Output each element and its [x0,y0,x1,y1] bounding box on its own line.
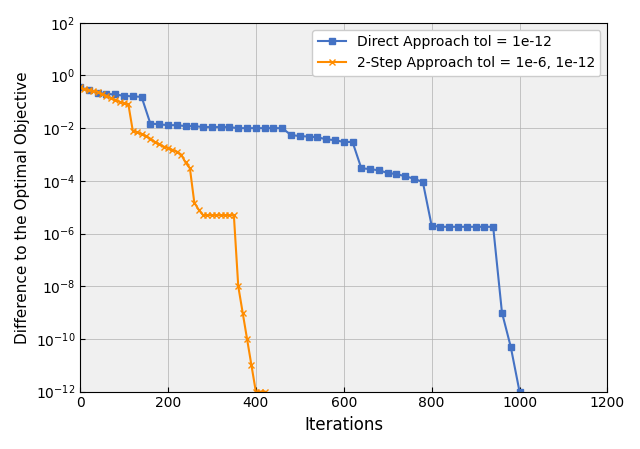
2-Step Approach tol = 1e-6, 1e-12 [186,166,194,171]
2-Step Approach tol = 1e-6, 1e-12 [234,283,242,289]
2-Step Approach tol = 1e-6, 1e-12 [243,336,251,342]
X-axis label: Iterations: Iterations [304,416,383,434]
2-Step Approach tol = 1e-6, 1e-12 [142,133,150,139]
2-Step Approach tol = 1e-6, 1e-12 [129,128,136,133]
Y-axis label: Difference to the Optimal Objective: Difference to the Optimal Objective [15,71,30,343]
2-Step Approach tol = 1e-6, 1e-12 [156,141,163,147]
2-Step Approach tol = 1e-6, 1e-12 [107,95,115,101]
2-Step Approach tol = 1e-6, 1e-12 [138,131,145,136]
2-Step Approach tol = 1e-6, 1e-12 [252,389,260,394]
Direct Approach tol = 1e-12 [76,85,84,90]
Direct Approach tol = 1e-12 [173,123,180,128]
2-Step Approach tol = 1e-6, 1e-12 [120,100,128,106]
2-Step Approach tol = 1e-6, 1e-12 [195,207,202,212]
2-Step Approach tol = 1e-6, 1e-12 [116,99,124,105]
2-Step Approach tol = 1e-6, 1e-12 [85,88,93,93]
2-Step Approach tol = 1e-6, 1e-12 [208,212,216,218]
2-Step Approach tol = 1e-6, 1e-12 [147,136,154,141]
2-Step Approach tol = 1e-6, 1e-12 [125,101,132,107]
2-Step Approach tol = 1e-6, 1e-12 [260,389,268,394]
2-Step Approach tol = 1e-6, 1e-12 [217,212,225,218]
2-Step Approach tol = 1e-6, 1e-12 [151,139,159,145]
2-Step Approach tol = 1e-6, 1e-12 [239,310,246,315]
2-Step Approach tol = 1e-6, 1e-12 [230,212,237,218]
2-Step Approach tol = 1e-6, 1e-12 [177,152,185,157]
Direct Approach tol = 1e-12 [507,344,515,349]
2-Step Approach tol = 1e-6, 1e-12 [226,212,234,218]
2-Step Approach tol = 1e-6, 1e-12 [102,93,110,98]
2-Step Approach tol = 1e-6, 1e-12 [94,89,102,94]
2-Step Approach tol = 1e-6, 1e-12 [164,145,172,150]
Direct Approach tol = 1e-12 [392,172,400,177]
2-Step Approach tol = 1e-6, 1e-12 [133,130,141,135]
2-Step Approach tol = 1e-6, 1e-12 [257,389,264,394]
2-Step Approach tol = 1e-6, 1e-12 [212,212,220,218]
2-Step Approach tol = 1e-6, 1e-12 [160,144,168,149]
2-Step Approach tol = 1e-6, 1e-12 [191,200,198,205]
Line: Direct Approach tol = 1e-12: Direct Approach tol = 1e-12 [77,84,523,395]
Direct Approach tol = 1e-12 [217,124,225,130]
2-Step Approach tol = 1e-6, 1e-12 [111,97,119,102]
2-Step Approach tol = 1e-6, 1e-12 [76,85,84,90]
2-Step Approach tol = 1e-6, 1e-12 [248,362,255,368]
2-Step Approach tol = 1e-6, 1e-12 [182,160,189,165]
2-Step Approach tol = 1e-6, 1e-12 [173,149,180,154]
2-Step Approach tol = 1e-6, 1e-12 [221,212,229,218]
2-Step Approach tol = 1e-6, 1e-12 [81,87,88,92]
Direct Approach tol = 1e-12 [516,389,524,394]
2-Step Approach tol = 1e-6, 1e-12 [199,212,207,218]
Direct Approach tol = 1e-12 [366,167,374,172]
2-Step Approach tol = 1e-6, 1e-12 [98,91,106,97]
Legend: Direct Approach tol = 1e-12, 2-Step Approach tol = 1e-6, 1e-12: Direct Approach tol = 1e-12, 2-Step Appr… [312,30,600,76]
2-Step Approach tol = 1e-6, 1e-12 [204,212,211,218]
Direct Approach tol = 1e-12 [208,124,216,130]
2-Step Approach tol = 1e-6, 1e-12 [90,88,97,93]
2-Step Approach tol = 1e-6, 1e-12 [168,147,176,153]
Line: 2-Step Approach tol = 1e-6, 1e-12: 2-Step Approach tol = 1e-6, 1e-12 [77,84,268,395]
